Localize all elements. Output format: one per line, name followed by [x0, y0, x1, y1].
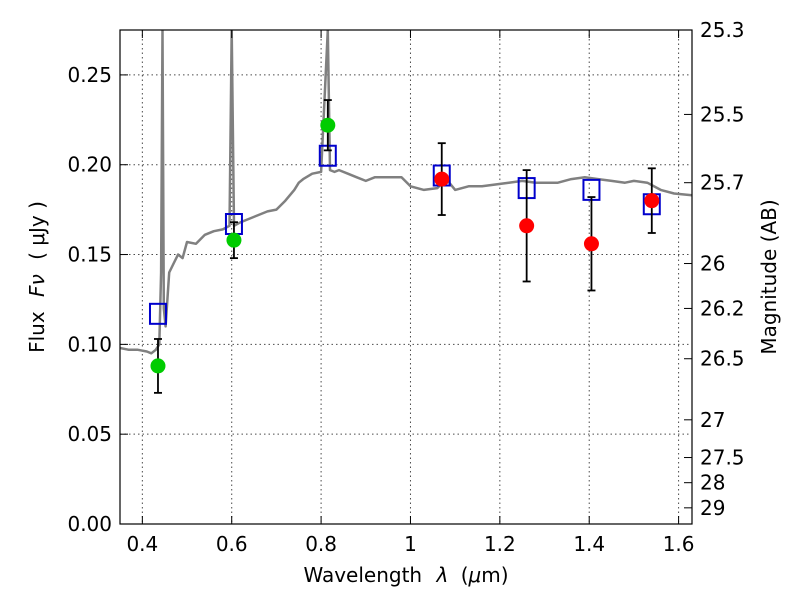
x-tick-label: 1.6 — [663, 532, 695, 556]
observed-flux-point — [434, 171, 450, 187]
observed-flux-point — [226, 232, 242, 248]
y-tick-label: 0.10 — [67, 332, 112, 356]
observed-flux-point — [583, 236, 599, 252]
y-tick-label: 0.15 — [67, 243, 112, 267]
y-axis-title-text: Flux — [25, 311, 49, 353]
y2-tick-label: 25.7 — [700, 171, 745, 195]
x-tick-label: 0.4 — [126, 532, 158, 556]
y2-axis-title: Magnitude (AB) — [757, 199, 781, 354]
y-tick-label: 0.00 — [67, 512, 112, 536]
y-tick-label: 0.20 — [67, 153, 112, 177]
spectrum-polyline — [120, 30, 692, 355]
y2-tick-label: 27.5 — [700, 446, 745, 470]
y2-tick-label: 25.5 — [700, 102, 745, 126]
x-axis-title: Wavelength λ (μm) — [303, 563, 508, 587]
y2-tick-label: 25.3 — [700, 18, 745, 42]
model-photometry-square — [148, 302, 167, 325]
observed-flux-point — [644, 193, 660, 209]
observed-flux-point — [320, 117, 336, 133]
x-axis-title-text: Wavelength — [303, 563, 422, 587]
plot-frame — [119, 29, 693, 525]
observed-flux-point — [519, 218, 535, 234]
x-tick-label: 1 — [404, 532, 417, 556]
grid — [120, 30, 692, 524]
y2-tick-label: 26.5 — [700, 347, 745, 371]
y2-tick-label: 29 — [700, 496, 725, 520]
y-axis-unit: ( μJy ) — [25, 201, 49, 260]
y-tick-label: 0.05 — [67, 422, 112, 446]
observed-flux-point — [150, 358, 166, 374]
x-axis-symbol: λ — [435, 563, 448, 587]
y2-tick-label: 28 — [700, 471, 725, 495]
x-tick-label: 1.2 — [484, 532, 516, 556]
x-axis-unit-rest: m) — [481, 563, 508, 587]
x-tick-label: 1.4 — [573, 532, 605, 556]
x-axis-unit-mu: μ — [468, 563, 482, 587]
y2-tick-label: 26.2 — [700, 296, 745, 320]
data-markers — [148, 99, 661, 394]
x-axis-unit-open: ( — [461, 563, 469, 587]
axis-ticks: 0.4 0.6 0.8 1 1.2 1.4 1.6 0.00 0.05 0.10 0.15 0.20 0… — [67, 18, 744, 556]
y-tick-label: 0.25 — [67, 63, 112, 87]
y-axis-symbol: Fν — [25, 274, 49, 297]
y2-tick-label: 27 — [700, 408, 725, 432]
spectrum-line — [120, 30, 692, 355]
x-tick-label: 0.8 — [305, 532, 337, 556]
y-axis-title: Flux Fν ( μJy ) — [25, 201, 49, 353]
x-tick-label: 0.6 — [216, 532, 248, 556]
y2-tick-label: 26 — [700, 252, 725, 276]
